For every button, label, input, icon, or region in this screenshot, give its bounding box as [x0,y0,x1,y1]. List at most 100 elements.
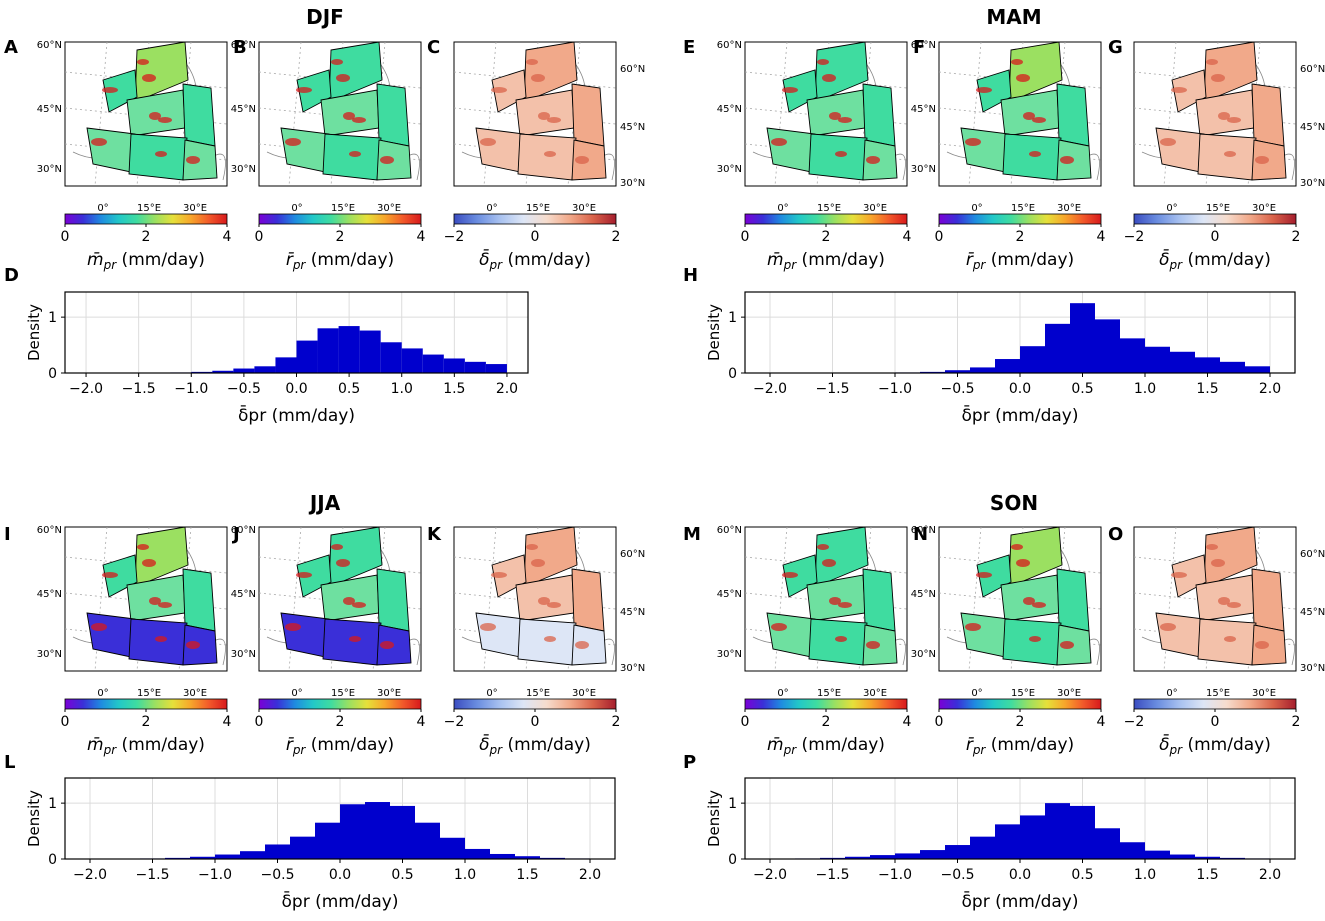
colorbar-tick-label: 2 [822,229,831,245]
colorbar-label: r̄pr (mm/day) [966,250,1074,272]
colorbar-tick-label: 2 [822,714,831,730]
x-tick-label: 0.5 [338,381,360,397]
x-tick-label: 1.0 [1134,381,1156,397]
label-units: (mm/day) [985,250,1074,270]
orography-hotspot [771,138,787,146]
colorbar-tick-label: 2 [1016,229,1025,245]
colorbar [938,213,1102,225]
lat-label: 60°N [231,525,256,536]
panel-letter: N [913,524,928,545]
colorbar-tick-label: 2 [612,229,621,245]
histogram-bar [365,802,390,859]
colorbar-tick-label: 0 [935,714,944,730]
histogram-P: −2.0 −1.5 −1.0 −0.5 0.0 0.5 1.0 1.5 2.0 0 1 Density… [705,777,1296,912]
histogram-bar [380,342,402,373]
panel-letter: F [913,37,925,58]
lon-label: 30°E [572,203,596,214]
label-units: (mm/day) [1182,735,1271,755]
orography-hotspot [1206,544,1218,550]
lat-label: 45°N [231,104,256,115]
colorbar-tick-label: 4 [903,714,912,730]
x-tick-label: −0.5 [941,867,975,883]
colorbar-tick-label: 2 [1016,714,1025,730]
histogram-bar [290,836,315,859]
orography-hotspot [1206,59,1218,65]
label-symbol: m̄ [767,735,784,755]
histogram-bar [1095,828,1120,859]
orography-hotspot [1255,641,1269,649]
y-axis-label: Density [25,304,43,361]
histogram-bar [340,804,365,859]
panel-letter: E [683,37,695,58]
lat-label: 30°N [37,164,62,175]
lon-label: 0° [777,688,788,699]
x-tick-label: −1.0 [174,381,208,397]
orography-hotspot [142,74,156,82]
label-symbol: δ̄ [1159,733,1169,755]
orography-hotspot [822,559,836,567]
y-tick-label: 1 [48,310,57,326]
map-panel-I: 60°N 45°N 30°N 0° 15°E 30°E 0 2 4 m̄pr (mm/day) [37,525,232,757]
colorbar-tick-label: 2 [142,714,151,730]
lon-label: 0° [97,203,108,214]
region-eastern-europe [1251,83,1285,147]
x-tick-label: −1.0 [878,867,912,883]
map-panel-A: 60°N 45°N 30°N 0° 15°E 30°E 0 2 4 m̄pr (mm/day) [37,40,232,272]
histogram-bar [1195,856,1220,859]
x-tick-label: 0.5 [1071,867,1093,883]
histogram-bar [895,853,920,859]
colorbar-tick-label: 4 [1097,714,1106,730]
histogram-bar [1120,338,1145,373]
x-tick-label: 0.5 [1071,381,1093,397]
orography-hotspot [976,87,992,93]
histogram-bar [215,854,240,859]
histogram-bar [265,844,290,859]
histogram-bar [845,856,870,859]
colorbar-tick-label: 0 [741,229,750,245]
label-subscript: pr [1169,258,1184,272]
label-units: (mm/day) [116,735,205,755]
lon-label: 15°E [1011,688,1035,699]
colorbar-label: r̄pr (mm/day) [286,735,394,757]
region-eastern-europe [571,83,605,147]
orography-hotspot [91,138,107,146]
orography-hotspot [1032,117,1046,123]
label-subscript: pr [972,743,987,757]
map-panel-O: 60°N 45°N 30°N 0° 15°E 30°E −2 0 2 δ̄pr (mm/day) [1124,526,1325,757]
map-panel-G: 60°N 45°N 30°N 0° 15°E 30°E −2 0 2 δ̄pr (mm/day) [1124,41,1325,272]
histogram-D: −2.0 −1.5 −1.0 −0.5 0.0 0.5 1.0 1.5 2.0 0 1 Density… [25,291,529,426]
orography-hotspot [137,59,149,65]
panel-letter: J [231,524,240,545]
x-tick-label: 1.5 [1196,867,1218,883]
label-symbol: r̄ [966,735,974,755]
label-subscript: pr [489,258,504,272]
region-mediterranean [1002,618,1062,666]
region-eastern-europe [862,83,896,147]
label-units: (mm/day) [1182,250,1271,270]
panel-letter: K [427,524,442,545]
histogram-bar [970,367,995,373]
x-tick-label: 2.0 [1259,867,1281,883]
lon-label: 0° [291,688,302,699]
orography-hotspot [965,623,981,631]
region-eastern-europe [182,568,216,632]
lat-label: 60°N [1300,64,1325,75]
lat-label: 60°N [717,525,742,536]
orography-hotspot [142,559,156,567]
orography-hotspot [1023,597,1035,605]
x-tick-label: −1.5 [122,381,156,397]
x-tick-label: −1.5 [816,867,850,883]
panel-letter: B [233,37,247,58]
histogram-bar [1120,842,1145,859]
orography-hotspot [829,112,841,120]
orography-hotspot [544,636,556,642]
region-eastern-europe [376,83,410,147]
histogram-bar [317,328,339,373]
orography-hotspot [480,138,496,146]
colorbar [453,213,617,225]
histogram-bar [490,853,515,859]
label-subscript: pr [103,743,118,757]
orography-hotspot [296,572,312,578]
colorbar-tick-label: 2 [612,714,621,730]
orography-hotspot [102,572,118,578]
